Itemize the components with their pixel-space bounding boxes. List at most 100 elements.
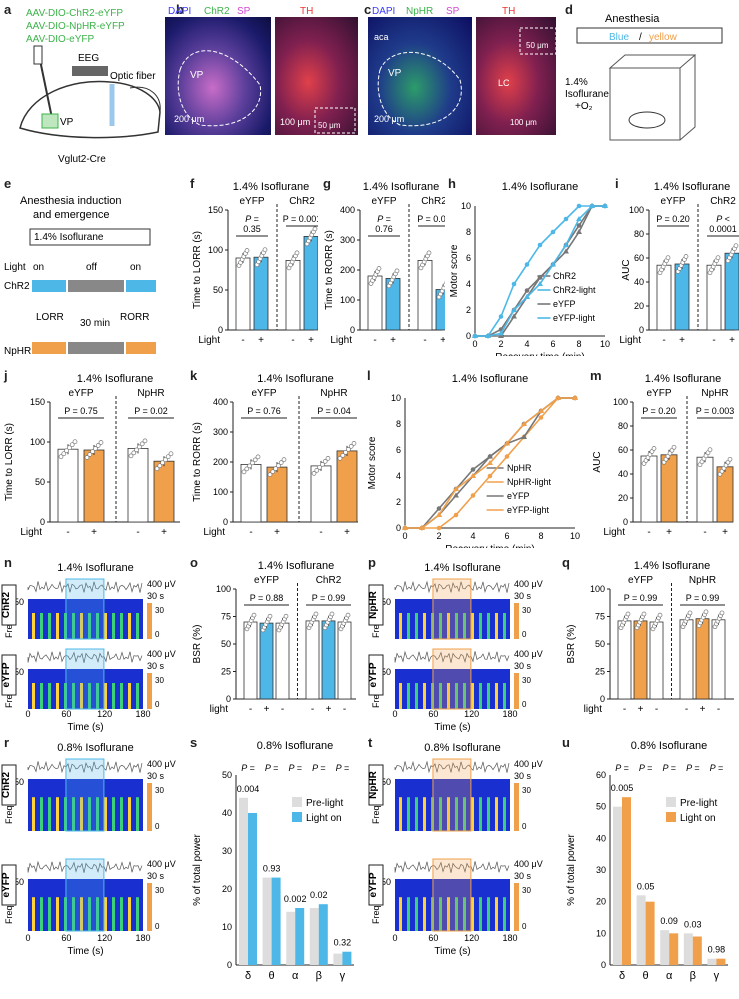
panel-d-chamber: Anesthesia Blue / yellow 1.4% Isoflurane… xyxy=(565,13,723,141)
spectrogram-burst xyxy=(32,897,35,931)
panel-label-l: l xyxy=(367,368,371,383)
legend-label: NpHR-light xyxy=(507,477,552,487)
x-tick-label: 0 xyxy=(25,933,30,943)
data-point xyxy=(281,457,287,462)
spectrogram-burst xyxy=(487,613,490,639)
p-value: P = 0.99 xyxy=(686,593,720,603)
image-b-right xyxy=(275,17,358,135)
colorbar-max: 30 xyxy=(522,786,531,795)
chart-m: 1.4% Isoflurane 0 20 40 60 80 100 AUC - + - + eYFP Np… xyxy=(592,373,734,538)
chart-j: 1.4% Isoflurane 0 50 100 150 Time to LORR (s)… xyxy=(4,373,180,538)
light-window xyxy=(65,858,105,932)
eeg-trace xyxy=(394,760,510,774)
y-tick-label: 20 xyxy=(596,897,606,907)
panel-label-g: g xyxy=(323,176,331,191)
spectrogram-burst xyxy=(96,797,99,831)
bar xyxy=(235,257,251,331)
spectrogram-burst xyxy=(439,797,442,831)
p-value: P = 0.20 xyxy=(642,406,676,416)
spectrogram-burst xyxy=(423,797,426,831)
panel-label-s: s xyxy=(190,735,198,750)
colorbar-max: 30 xyxy=(522,676,531,685)
group-label: NpHR xyxy=(689,575,716,586)
spectrogram-burst xyxy=(495,683,498,709)
colorbar-max: 30 xyxy=(522,886,531,895)
y-tick-label: 0 xyxy=(226,694,231,704)
y-tick-label: 40 xyxy=(634,277,644,287)
data-point xyxy=(504,440,510,446)
y-tick-label: 4 xyxy=(466,279,471,289)
spectrogram-burst xyxy=(104,613,107,639)
p-value: 0.98 xyxy=(708,945,726,955)
light-sign: - xyxy=(136,527,139,538)
light-sign: + xyxy=(326,704,332,715)
group-label: eYFP xyxy=(371,196,396,207)
y-tick-label: 0 xyxy=(350,325,355,335)
row-label: ChR2 xyxy=(1,772,12,799)
x-tick-label: 0 xyxy=(402,531,407,541)
data-point xyxy=(165,454,171,460)
panel-label-u: u xyxy=(562,735,570,750)
legend-label: eYFP xyxy=(553,299,576,309)
data-point xyxy=(487,473,493,479)
data-point xyxy=(703,609,709,615)
y-tick-label: 50 xyxy=(221,639,231,649)
y-tick-label: 0 xyxy=(466,331,471,341)
x-tick-label: 2 xyxy=(498,339,503,349)
light-sign: - xyxy=(241,335,244,346)
panel-label-e: e xyxy=(4,176,12,191)
spectrogram-burst xyxy=(487,797,490,831)
row-label-box xyxy=(1,584,17,626)
spectrogram-burst xyxy=(48,897,51,931)
data-point xyxy=(320,462,325,467)
y-tick-label: 8 xyxy=(396,419,401,429)
x-axis-label: Time (s) xyxy=(434,946,470,957)
x-axis-label: Recovery time (min) xyxy=(445,544,534,548)
spectrogram xyxy=(28,879,143,931)
b-stain-chr2: ChR2 xyxy=(204,6,230,17)
data-point xyxy=(485,333,491,338)
legend-swatch xyxy=(292,812,302,822)
group-label: eYFP xyxy=(646,388,671,399)
x-tick-label: 180 xyxy=(135,709,150,719)
syringe-icon xyxy=(33,45,43,65)
row-label-box xyxy=(368,654,384,696)
light-sign: + xyxy=(729,335,735,346)
image-b-left xyxy=(165,17,271,135)
spectrogram-burst xyxy=(503,797,506,831)
x-tick-label: 2 xyxy=(436,531,441,541)
spectrogram-burst xyxy=(40,897,43,931)
light-sign: + xyxy=(161,527,167,538)
light-sign: + xyxy=(638,704,644,715)
y-tick-label: 150 xyxy=(30,397,45,407)
light-sign: - xyxy=(373,335,376,346)
legend-label: Light on xyxy=(306,813,342,824)
data-point xyxy=(250,460,255,466)
data-point xyxy=(312,226,318,232)
spectrogram-burst xyxy=(56,613,59,639)
bar xyxy=(57,448,79,523)
light-axis-label: Light xyxy=(330,335,352,346)
data-point xyxy=(346,447,351,452)
e-on-2: on xyxy=(130,262,141,273)
data-point xyxy=(348,444,354,449)
p-value: P = xyxy=(336,763,349,773)
c-stain-dapi: DAPI xyxy=(372,6,395,17)
vp-region xyxy=(41,113,59,129)
spectrogram-burst xyxy=(487,683,490,709)
bar xyxy=(660,454,678,523)
spectrogram-burst xyxy=(128,897,131,931)
spectrogram-burst xyxy=(423,613,426,639)
y-tick-label: 30 xyxy=(596,865,606,875)
data-point xyxy=(641,611,647,617)
eeg-trace xyxy=(27,760,143,774)
data-point xyxy=(521,421,527,426)
bar xyxy=(613,806,622,965)
amp-scale: 400 μV xyxy=(147,859,176,869)
panel-a-schematic: AAV-DIO-ChR2-eYFP AAV-DIO-NpHR-eYFP AAV-… xyxy=(19,8,161,165)
spectrogram-burst xyxy=(495,613,498,639)
bar xyxy=(711,619,726,700)
spectrogram-burst xyxy=(503,683,506,709)
